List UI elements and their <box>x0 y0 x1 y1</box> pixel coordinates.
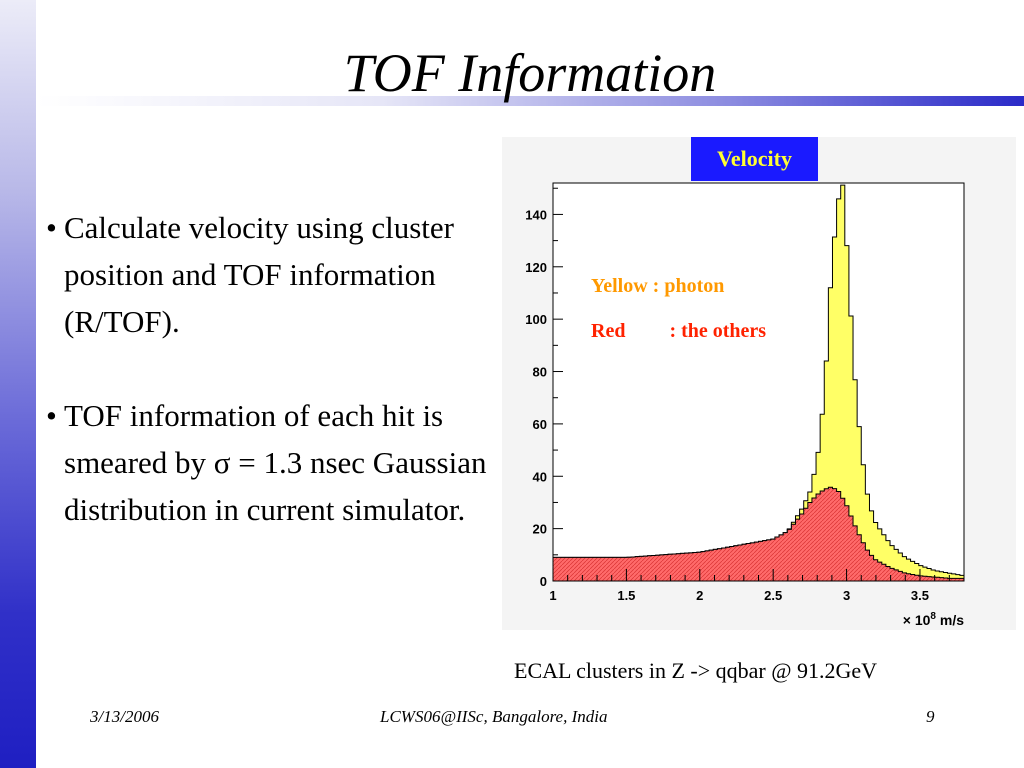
footer-page-number: 9 <box>926 707 935 726</box>
y-tick-label: 120 <box>525 260 547 275</box>
legend-others: Red : the others <box>591 320 766 343</box>
y-tick-label: 100 <box>525 312 547 327</box>
x-tick-label: 2 <box>696 588 703 603</box>
x-axis-label: × 108 m/s <box>903 611 964 628</box>
bullet-symbol: • <box>46 210 57 245</box>
chart-title-box: Velocity <box>691 137 818 181</box>
y-tick-label: 40 <box>533 469 547 484</box>
y-tick-label: 0 <box>540 574 547 589</box>
slide-side-gradient-bar <box>0 0 36 768</box>
legend-others-desc: : the others <box>669 320 767 342</box>
y-tick-label: 80 <box>533 365 547 380</box>
y-tick-label: 140 <box>525 207 547 222</box>
bullet-item: • Calculate velocity using cluster posit… <box>46 204 506 345</box>
chart-panel: 0 20 40 60 80 100 120 140 1 1.5 2 2.5 3 3.5 × 108 m/s <box>502 137 1016 630</box>
slide-title: TOF Information <box>343 43 717 103</box>
velocity-histogram: 0 20 40 60 80 100 120 140 1 1.5 2 2.5 3 3.5 × 108 m/s <box>525 182 965 628</box>
legend-others-key: Red <box>591 320 626 342</box>
x-tick-label: 2.5 <box>764 588 782 603</box>
y-tick-label: 20 <box>533 522 547 537</box>
footer-venue: LCWS06@IISc, Bangalore, India <box>380 707 608 726</box>
x-tick-label: 3.5 <box>911 588 929 603</box>
bullet-text: TOF information of each hit is smeared b… <box>64 398 487 527</box>
y-tick-label: 60 <box>533 417 547 432</box>
plot-area <box>553 183 964 581</box>
x-tick-label: 3 <box>843 588 850 603</box>
series-others <box>552 486 965 582</box>
bullet-item: • TOF information of each hit is smeared… <box>46 392 506 533</box>
figure-caption: ECAL clusters in Z -> qqbar @ 91.2GeV <box>514 658 877 683</box>
footer-date: 3/13/2006 <box>90 707 159 726</box>
x-tick-label: 1 <box>549 588 556 603</box>
title-underline-rule <box>36 96 1024 106</box>
bullet-text: Calculate velocity using cluster positio… <box>64 210 454 339</box>
bullet-symbol: • <box>46 398 57 433</box>
bullet-list: • Calculate velocity using cluster posit… <box>46 204 506 533</box>
histogram-others <box>552 486 965 582</box>
x-tick-label: 1.5 <box>617 588 635 603</box>
legend-photon: Yellow : photon <box>591 275 725 297</box>
